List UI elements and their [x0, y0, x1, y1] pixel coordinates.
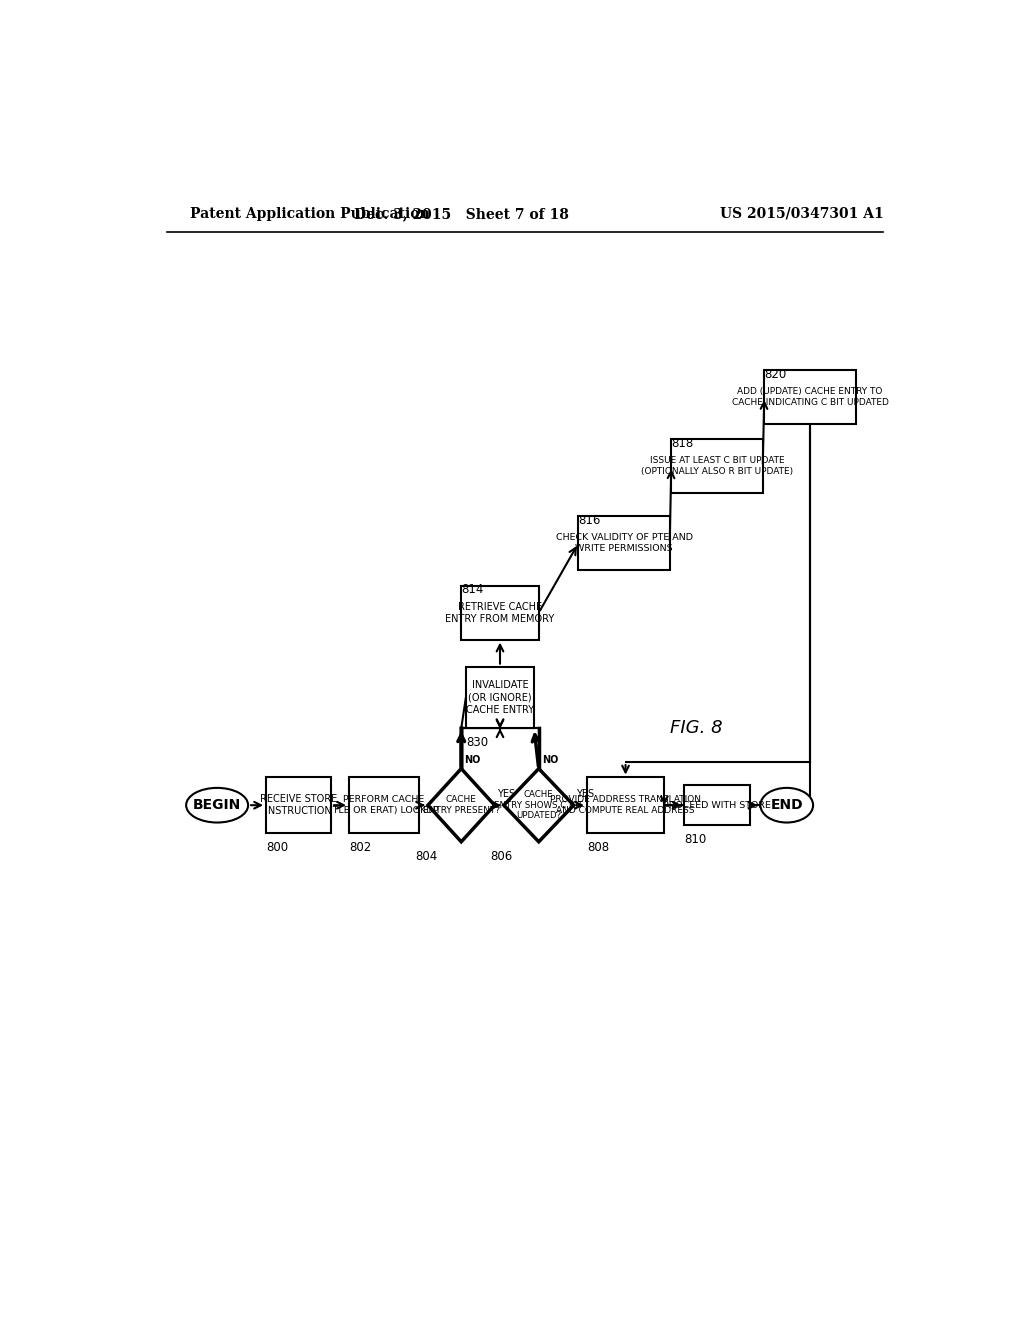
Text: RECEIVE STORE
INSTRUCTION: RECEIVE STORE INSTRUCTION: [260, 795, 337, 816]
Bar: [466, 667, 535, 729]
Polygon shape: [504, 768, 573, 842]
Ellipse shape: [761, 788, 813, 822]
Bar: [579, 516, 670, 570]
Text: Dec. 3, 2015   Sheet 7 of 18: Dec. 3, 2015 Sheet 7 of 18: [354, 207, 568, 220]
Polygon shape: [428, 768, 495, 842]
Text: ADD (UPDATE) CACHE ENTRY TO
CACHE INDICATING C BIT UPDATED: ADD (UPDATE) CACHE ENTRY TO CACHE INDICA…: [731, 387, 889, 407]
Text: FIG. 8: FIG. 8: [671, 719, 723, 737]
Text: PERFORM CACHE
(TLB OR ERAT) LOOKUP: PERFORM CACHE (TLB OR ERAT) LOOKUP: [329, 795, 438, 816]
Text: PROVIDE ADDRESS TRANSLATION
AND COMPUTE REAL ADDRESS: PROVIDE ADDRESS TRANSLATION AND COMPUTE …: [550, 795, 701, 816]
Text: 802: 802: [349, 841, 371, 854]
Text: 820: 820: [764, 368, 786, 381]
Text: ISSUE AT LEAST C BIT UPDATE
(OPTIONALLY ALSO R BIT UPDATE): ISSUE AT LEAST C BIT UPDATE (OPTIONALLY …: [641, 457, 793, 477]
Text: 814: 814: [461, 583, 483, 597]
Text: INVALIDATE
(OR IGNORE)
CACHE ENTRY: INVALIDATE (OR IGNORE) CACHE ENTRY: [466, 680, 535, 715]
Text: 830: 830: [466, 737, 488, 748]
Text: NO: NO: [542, 755, 558, 766]
Text: 800: 800: [266, 841, 288, 854]
Text: 810: 810: [684, 833, 707, 846]
Text: END: END: [770, 799, 803, 812]
Text: 806: 806: [490, 850, 513, 863]
Text: 816: 816: [579, 515, 601, 527]
Ellipse shape: [186, 788, 248, 822]
Text: YES: YES: [575, 789, 594, 799]
Text: CHECK VALIDITY OF PTE AND
WRITE PERMISSIONS: CHECK VALIDITY OF PTE AND WRITE PERMISSI…: [555, 533, 692, 553]
Bar: [672, 440, 763, 494]
Text: 808: 808: [587, 841, 609, 854]
Text: Patent Application Publication: Patent Application Publication: [190, 207, 430, 220]
Bar: [587, 777, 665, 833]
Bar: [265, 777, 332, 833]
Text: 804: 804: [415, 850, 437, 863]
Text: PROCEED WITH STORE: PROCEED WITH STORE: [664, 801, 771, 809]
Bar: [461, 586, 539, 640]
Text: NO: NO: [464, 755, 480, 766]
Text: 818: 818: [672, 437, 693, 450]
Text: CACHE
ENTRY PRESENT?: CACHE ENTRY PRESENT?: [423, 796, 500, 814]
Text: US 2015/0347301 A1: US 2015/0347301 A1: [720, 207, 884, 220]
Text: BEGIN: BEGIN: [193, 799, 242, 812]
Text: RETRIEVE CACHE
ENTRY FROM MEMORY: RETRIEVE CACHE ENTRY FROM MEMORY: [445, 602, 555, 624]
Bar: [349, 777, 419, 833]
Bar: [764, 370, 856, 424]
Text: CACHE
ENTRY SHOWS C BIT
UPDATED?: CACHE ENTRY SHOWS C BIT UPDATED?: [495, 791, 583, 820]
Bar: [684, 785, 750, 825]
Text: YES: YES: [497, 789, 515, 799]
